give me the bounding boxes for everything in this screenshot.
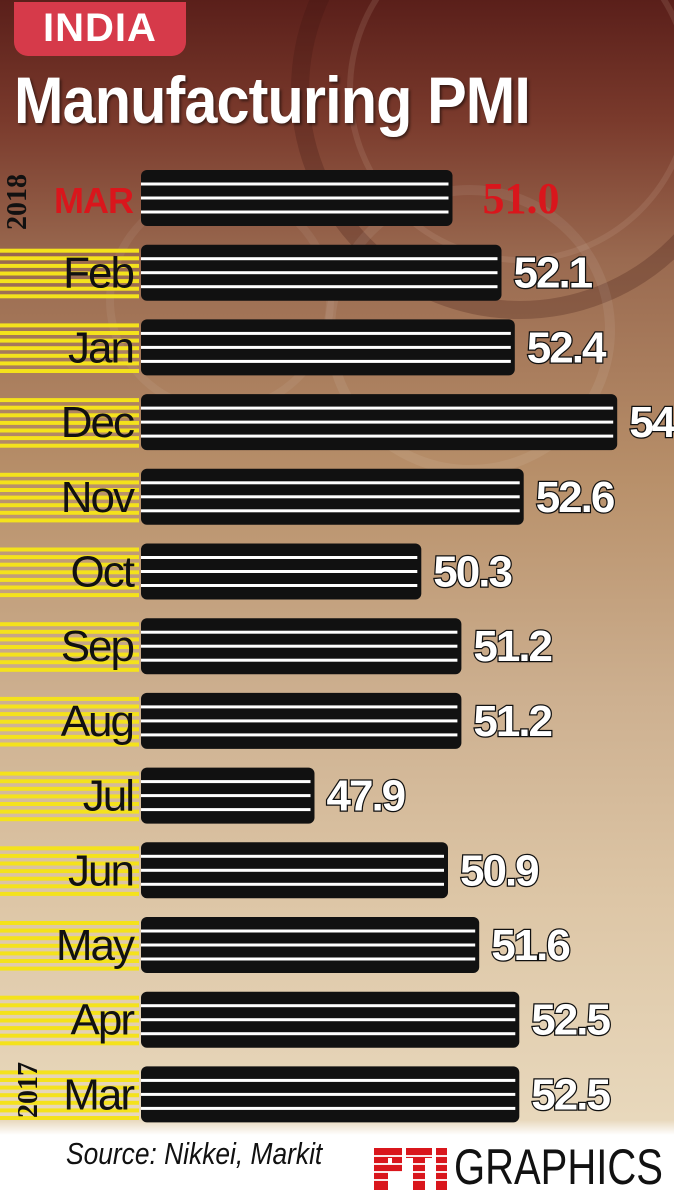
label-stripes <box>0 472 139 523</box>
label-stripes <box>0 771 139 822</box>
label-stripes <box>0 1070 139 1120</box>
value-label: 52.5 <box>531 996 610 1045</box>
category-label: Feb <box>63 249 133 298</box>
label-stripes <box>0 696 139 747</box>
category-label: Oct <box>71 548 135 597</box>
value-label: 50.3 <box>433 548 511 597</box>
label-stripes <box>0 248 139 299</box>
graphics-brand: GRAPHICS <box>454 1139 663 1195</box>
bar-1 <box>141 170 453 226</box>
year-label-2018: 2018 <box>2 174 33 230</box>
label-stripes <box>0 622 139 672</box>
bar-10 <box>141 842 448 899</box>
bar-12 <box>141 991 520 1048</box>
category-label: Nov <box>61 473 135 522</box>
label-stripes <box>0 323 139 373</box>
bar-8 <box>141 692 462 749</box>
label-stripes <box>0 398 139 448</box>
bar-4 <box>141 394 618 451</box>
category-label: May <box>56 921 135 970</box>
label-stripes <box>0 846 139 896</box>
year-label-2017: 2017 <box>13 1062 44 1118</box>
label-stripes <box>0 921 139 971</box>
category-label: Jan <box>68 323 133 372</box>
category-label: MAR <box>54 180 134 221</box>
pmi-bar-chart: MAR 51.0 Feb 52.1 Jan 52.4 Dec 54.7 Nov 52.6 Oct 50… <box>0 170 674 1123</box>
category-label: Aug <box>61 697 133 746</box>
bar-5 <box>141 468 524 525</box>
bar-7 <box>141 618 462 675</box>
value-label: 47.9 <box>327 772 405 821</box>
category-label: Mar <box>63 1070 134 1119</box>
value-label: 51.0 <box>483 174 560 223</box>
bar-11 <box>141 917 480 973</box>
bar-6 <box>141 543 422 600</box>
value-label: 51.2 <box>473 697 551 746</box>
category-label: Sep <box>61 622 134 671</box>
category-label: Apr <box>71 996 135 1045</box>
bar-3 <box>141 319 515 376</box>
chart-title: Manufacturing PMI <box>14 63 531 137</box>
value-label: 50.9 <box>460 846 538 895</box>
value-label: 52.1 <box>514 249 593 298</box>
category-label: Jun <box>68 846 133 895</box>
source-note: Source: Nikkei, Markit <box>66 1136 323 1171</box>
value-label: 52.5 <box>531 1070 610 1119</box>
label-stripes <box>0 995 139 1046</box>
country-badge-label: INDIA <box>43 6 157 50</box>
pti-logo-icon <box>372 1148 448 1190</box>
value-label: 52.6 <box>536 473 614 522</box>
category-label: Jul <box>83 772 133 821</box>
value-label: 51.6 <box>491 921 569 970</box>
bar-9 <box>141 767 315 824</box>
category-label: Dec <box>61 398 134 447</box>
footer <box>0 1135 674 1200</box>
value-label: 52.4 <box>527 323 607 372</box>
label-stripes <box>0 547 139 598</box>
value-label: 51.2 <box>473 622 551 671</box>
value-label: 54.7 <box>629 398 674 447</box>
bar-2 <box>141 244 502 301</box>
bar-13 <box>141 1066 520 1123</box>
country-badge: INDIA <box>14 2 186 56</box>
